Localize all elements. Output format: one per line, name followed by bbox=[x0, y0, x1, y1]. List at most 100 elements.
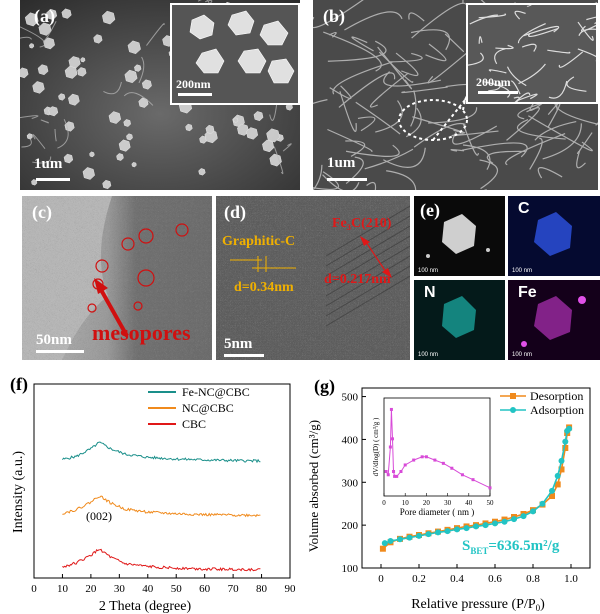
bet-point bbox=[549, 493, 555, 499]
hrtem-texture-d bbox=[216, 196, 410, 360]
bet-point bbox=[381, 540, 388, 547]
xrd-x-tick-label: 50 bbox=[171, 583, 183, 595]
panel-label-d: (d) bbox=[224, 202, 246, 222]
inset-point bbox=[420, 455, 424, 459]
bet-y-axis-label: Volume absorbed (cm³/g) bbox=[306, 420, 321, 552]
bet-plot-area bbox=[379, 424, 573, 552]
panel-label-c: (c) bbox=[32, 202, 52, 222]
inset-x-tick-label: 10 bbox=[402, 499, 410, 507]
panel-label-g: (g) bbox=[314, 376, 335, 397]
inset-x-tick-label: 50 bbox=[487, 499, 495, 507]
fe3c-label: Fe₃C(210) bbox=[332, 216, 392, 231]
scale-bar-b bbox=[327, 178, 367, 181]
eds-tile-scale-2: 100 nm bbox=[512, 268, 533, 274]
bet-value: =636.5m²/g bbox=[488, 538, 559, 554]
bet-point bbox=[511, 516, 517, 523]
eds-tile-label-3: N bbox=[424, 284, 436, 301]
xrd-chart-f: (f) 0 10 20 30 40 50 60 70 80 90 (002) Fe-NC@CBC N… bbox=[10, 374, 297, 614]
bet-point bbox=[463, 525, 470, 532]
tem-texture-c bbox=[22, 196, 212, 360]
xrd-x-tick-label: 30 bbox=[114, 583, 126, 595]
inset-point bbox=[471, 478, 475, 482]
bet-x-tick-label: 0.8 bbox=[526, 573, 540, 585]
eds-tile-scale-1: 100 nm bbox=[418, 268, 439, 274]
xrd-x-axis-label: 2 Theta (degree) bbox=[99, 599, 192, 614]
xrd-x-tick-label: 60 bbox=[199, 583, 211, 595]
bet-point bbox=[558, 466, 565, 473]
scale-bar-a bbox=[36, 178, 70, 181]
inset-point bbox=[389, 407, 393, 411]
xrd-legend-label: NC@CBC bbox=[182, 401, 234, 415]
inset-point bbox=[403, 463, 407, 467]
bet-legend-label: Desorption bbox=[530, 389, 583, 403]
inset-scale-text-a: 200nm bbox=[176, 77, 211, 91]
eds-tile-scale-3: 100 nm bbox=[418, 352, 439, 358]
inset-point bbox=[424, 455, 428, 459]
inset-scale-bar-a bbox=[178, 93, 212, 96]
eds-maps-e: 100 nm C 100 nm N 100 nm Fe 100 nm (e) bbox=[414, 196, 600, 360]
bet-point bbox=[379, 545, 386, 552]
bet-point bbox=[425, 531, 432, 538]
mesopores-label: mesopores bbox=[92, 320, 191, 345]
eds-tile-haadf: 100 nm bbox=[414, 196, 505, 276]
bet-x-tick-label: 0 bbox=[378, 573, 384, 585]
scale-text-a: 1um bbox=[34, 156, 63, 172]
scale-text-c: 50nm bbox=[36, 332, 72, 348]
xrd-y-axis-label: Intensity (a.u.) bbox=[11, 451, 26, 533]
inset-x-tick-label: 40 bbox=[465, 499, 473, 507]
bet-x-tick-label: 1.0 bbox=[564, 573, 578, 585]
bet-x-label-sub: 0 bbox=[536, 603, 541, 613]
bet-frame bbox=[361, 387, 591, 569]
bet-point bbox=[562, 438, 569, 445]
bet-x-tick-label: 0.2 bbox=[412, 573, 426, 585]
xrd-series-line bbox=[62, 495, 261, 518]
xrd-x-tick-label: 80 bbox=[256, 583, 268, 595]
bet-point bbox=[539, 500, 546, 507]
hrtem-image-d: Graphitic-C d=0.34nm Fe₃C(210) d=0.217nm… bbox=[216, 196, 410, 360]
inset-point bbox=[386, 473, 390, 477]
xrd-x-tick-label: 90 bbox=[285, 583, 297, 595]
inset-point bbox=[390, 437, 394, 441]
bet-point bbox=[554, 472, 561, 479]
inset-point bbox=[433, 458, 437, 462]
inset-point bbox=[399, 470, 403, 473]
bet-point bbox=[566, 425, 573, 432]
xrd-legend-label: CBC bbox=[182, 417, 206, 431]
d-spacing-fe3c: d=0.217nm bbox=[324, 272, 391, 287]
bet-x-axis-label: Relative pressure (P/P0) bbox=[411, 597, 545, 613]
xrd-x-tick-label: 10 bbox=[57, 583, 69, 595]
eds-tile-fe: Fe 100 nm bbox=[508, 280, 600, 360]
xrd-x-tick-label: 70 bbox=[228, 583, 240, 595]
inset-point bbox=[393, 474, 397, 478]
bet-point bbox=[435, 529, 441, 536]
scale-text-d: 5nm bbox=[224, 336, 253, 352]
bet-point bbox=[406, 534, 413, 541]
xrd-series-line bbox=[62, 548, 261, 572]
scale-text-b: 1um bbox=[327, 155, 356, 171]
panel-label-a: (a) bbox=[34, 6, 55, 26]
xrd-x-tick-label: 0 bbox=[31, 583, 37, 595]
bet-point bbox=[473, 523, 479, 530]
inset-point bbox=[384, 470, 388, 473]
bet-point bbox=[554, 481, 561, 488]
bet-point bbox=[492, 520, 498, 527]
inset-scale-bar-b bbox=[478, 91, 518, 94]
eds-tile-scale-4: 100 nm bbox=[512, 352, 533, 358]
inset-point bbox=[460, 473, 464, 477]
bet-y-tick-label: 400 bbox=[342, 434, 359, 446]
xrd-legend-label: Fe-NC@CBC bbox=[182, 385, 250, 399]
sem-inset-a: 200nm bbox=[170, 3, 300, 105]
bet-y-tick-label: 200 bbox=[342, 520, 359, 532]
inset-scale-text-b: 200nm bbox=[476, 75, 511, 89]
bet-point bbox=[454, 526, 460, 533]
bet-point bbox=[520, 513, 527, 520]
inset-point bbox=[388, 445, 392, 449]
bet-y-tick-label: 300 bbox=[342, 477, 359, 489]
bet-surface-area: SBET=636.5m²/g bbox=[462, 538, 560, 556]
bet-y-tick-label: 100 bbox=[342, 563, 359, 575]
bet-legend-marker bbox=[510, 407, 516, 413]
bet-point bbox=[562, 445, 569, 451]
scale-bar-c bbox=[36, 350, 84, 353]
inset-point bbox=[412, 458, 416, 462]
